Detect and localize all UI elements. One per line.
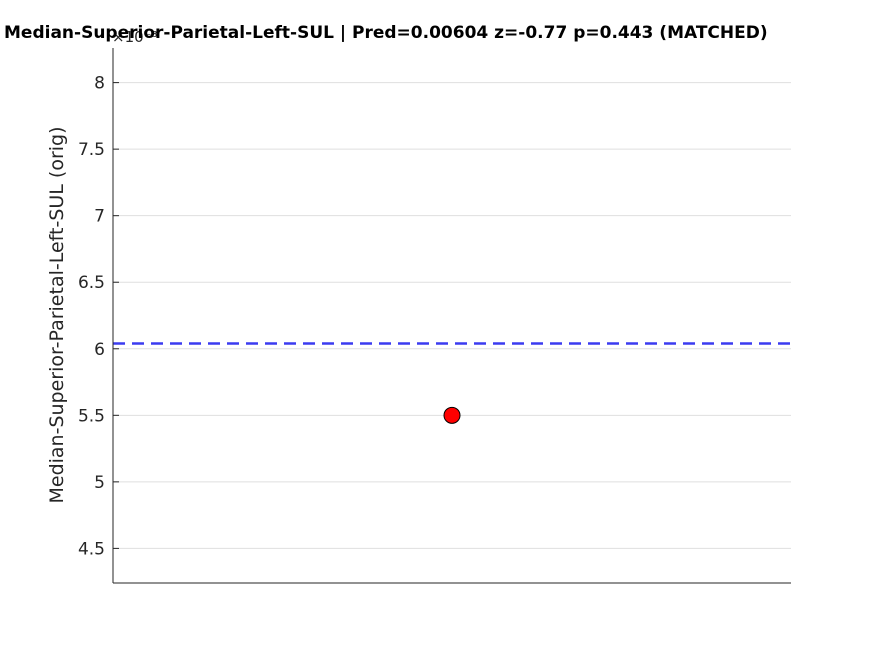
y-axis-label: Median-Superior-Parietal-Left-SUL (orig) <box>46 126 68 503</box>
y-tick-label: 6 <box>94 340 105 360</box>
data-points <box>443 406 461 424</box>
data-point <box>443 406 461 424</box>
y-tick-label: 5 <box>94 473 105 493</box>
y-tick-label: 8 <box>94 74 105 94</box>
y-tick-label: 6.5 <box>78 273 105 293</box>
y-tick-label: 7.5 <box>78 140 105 160</box>
y-tick-labels: 4.5 5 5.5 6 6.5 7 7.5 8 <box>78 74 105 560</box>
y-tick-label: 7 <box>94 207 105 227</box>
chart-title: Median-Superior-Parietal-Left-SUL | Pred… <box>4 23 768 43</box>
y-exponent-label: ×10⁻³ <box>112 28 158 46</box>
grid-lines <box>113 82 791 549</box>
axes <box>112 48 791 584</box>
y-tick-label: 5.5 <box>78 406 105 426</box>
y-tick-label: 4.5 <box>78 539 105 559</box>
